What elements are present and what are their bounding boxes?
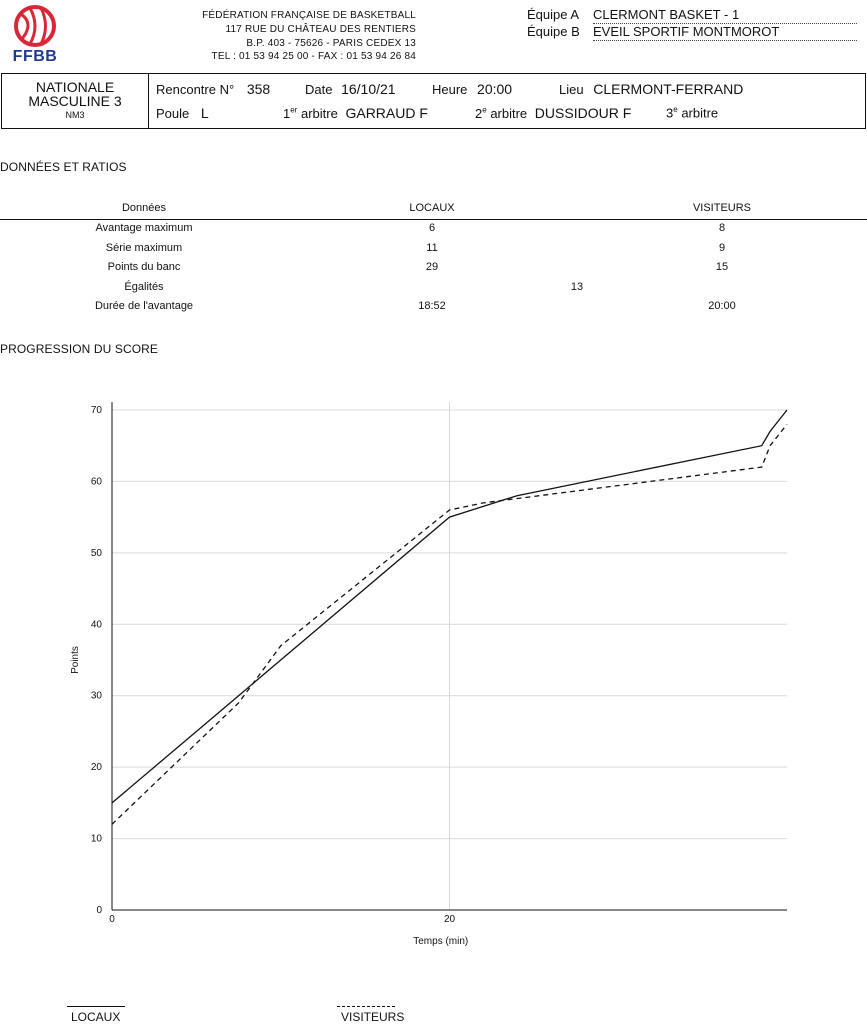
rencontre-label: Rencontre N°: [156, 82, 235, 97]
row-locaux: 11: [426, 242, 438, 254]
row-visiteurs: 20:00: [708, 300, 736, 312]
lieu-label: Lieu: [559, 82, 584, 97]
arbitre-2-field: 2e arbitre DUSSIDOUR F: [475, 105, 631, 121]
arbitre-2-value: DUSSIDOUR F: [534, 105, 632, 121]
arbitre-1-number: 1: [283, 106, 291, 121]
arbitre-1-suffix: er: [290, 105, 298, 115]
basketball-logo-icon: [14, 5, 56, 47]
row-locaux: 29: [425, 261, 439, 273]
competition-code: NM3: [65, 110, 85, 120]
competition-cell: NATIONALE MASCULINE 3 NM3: [2, 74, 149, 128]
arbitre-2-number: 2: [475, 106, 483, 121]
row-label: Série maximum: [105, 242, 183, 254]
row-visiteurs: 9: [718, 242, 726, 254]
row-visiteurs: 8: [718, 222, 726, 234]
arbitre-3-number: 3: [666, 105, 674, 121]
heure-field: Heure 20:00: [432, 81, 512, 97]
progression-title: PROGRESSION DU SCORE: [0, 342, 159, 356]
y-tick-label: 50: [91, 548, 103, 559]
y-tick-label: 30: [91, 691, 103, 702]
arbitre-1-value: GARRAUD F: [345, 105, 428, 121]
y-tick-label: 60: [91, 476, 103, 487]
y-tick-label: 20: [91, 762, 103, 773]
team-a-row: Équipe A CLERMONT BASKET - 1: [527, 7, 857, 25]
y-tick-label: 10: [91, 834, 103, 845]
arbitre-2-suffix: e: [482, 105, 487, 115]
arbitre-3-field: 3e arbitre: [666, 105, 718, 120]
x-tick-label: 0: [109, 914, 115, 925]
match-info-box: NATIONALE MASCULINE 3 NM3 Rencontre N° 3…: [1, 73, 866, 129]
heure-label: Heure: [432, 82, 468, 97]
arbitre-1-label: arbitre: [300, 106, 338, 121]
series-line-locaux: [111, 409, 788, 804]
score-progression-chart: 0 10 20 30 40 50 60 70 0 20 Temps (min) Points: [60, 395, 800, 955]
team-b-label: Équipe B: [527, 24, 580, 39]
poule-label: Poule: [156, 106, 190, 121]
x-tick-label: 20: [444, 914, 456, 925]
poule-field: Poule L: [156, 105, 209, 121]
rencontre-field: Rencontre N° 358: [156, 81, 270, 97]
federation-name: FÉDÉRATION FRANÇAISE DE BASKETBALL: [202, 10, 416, 21]
federation-address-2: B.P. 403 - 75626 - PARIS CEDEX 13: [246, 38, 416, 49]
table-row: Égalités 13: [0, 281, 867, 300]
arbitre-1-field: 1er arbitre GARRAUD F: [283, 105, 428, 121]
team-a-name: CLERMONT BASKET - 1: [593, 7, 857, 24]
logo-text: FFBB: [12, 48, 58, 65]
y-axis-title: Points: [70, 646, 81, 674]
team-b-row: Équipe B EVEIL SPORTIF MONTMOROT: [527, 24, 857, 42]
arbitre-3-label: arbitre: [681, 105, 719, 121]
row-locaux: 18:52: [418, 300, 446, 312]
score-chart-svg: 0 10 20 30 40 50 60 70 0 20 Temps (min) Points: [70, 402, 788, 947]
lieu-value: CLERMONT-FERRAND: [593, 81, 744, 97]
federation-phone: TEL : 01 53 94 25 00 - FAX : 01 53 94 26…: [211, 51, 416, 62]
legend-solid-line: [67, 1006, 125, 1007]
header-visiteurs: VISITEURS: [692, 202, 752, 214]
table-row: Série maximum 11 9: [0, 242, 867, 261]
row-label: Égalités: [124, 281, 164, 293]
team-b-name: EVEIL SPORTIF MONTMOROT: [593, 24, 857, 41]
y-tick-label: 0: [96, 905, 102, 916]
heure-value: 20:00: [477, 81, 513, 97]
row-locaux: 6: [428, 222, 436, 234]
y-tick-label: 70: [91, 405, 103, 416]
y-tick-label: 40: [91, 619, 103, 630]
table-row: Avantage maximum 6 8: [0, 222, 867, 241]
stats-title: DONNÉES ET RATIOS: [0, 160, 127, 174]
poule-value: L: [200, 105, 209, 121]
header-locaux: LOCAUX: [409, 202, 455, 214]
date-label: Date: [305, 82, 333, 97]
rencontre-value: 358: [246, 81, 271, 97]
row-label: Points du banc: [107, 261, 181, 273]
federation-address-1: 117 RUE DU CHÂTEAU DES RENTIERS: [225, 24, 416, 35]
series-line-visiteurs: [111, 423, 788, 825]
x-axis-title: Temps (min): [413, 936, 468, 947]
lieu-field: Lieu CLERMONT-FERRAND: [559, 81, 743, 97]
row-visiteurs: 15: [715, 261, 729, 273]
legend-visiteurs-label: VISITEURS: [341, 1010, 405, 1024]
date-field: Date 16/10/21: [305, 81, 396, 97]
row-label: Durée de l'avantage: [94, 300, 194, 312]
competition-line-2: MASCULINE 3: [28, 93, 122, 109]
legend-dashed-line: [337, 1006, 395, 1007]
competition-line-1: NATIONALE: [35, 79, 115, 95]
stats-header-row: Données LOCAUX VISITEURS: [0, 200, 867, 220]
arbitre-2-label: arbitre: [490, 106, 528, 121]
table-row: Points du banc 29 15: [0, 261, 867, 280]
team-a-label: Équipe A: [527, 7, 580, 22]
table-row: Durée de l'avantage 18:52 20:00: [0, 300, 867, 319]
row-shared: 13: [570, 281, 584, 293]
date-value: 16/10/21: [341, 81, 396, 97]
ffbb-logo: FFBB: [8, 4, 62, 68]
row-label: Avantage maximum: [95, 222, 193, 234]
header-donnees: Données: [121, 202, 167, 214]
legend-locaux-label: LOCAUX: [71, 1010, 121, 1024]
arbitre-3-suffix: e: [673, 105, 678, 114]
